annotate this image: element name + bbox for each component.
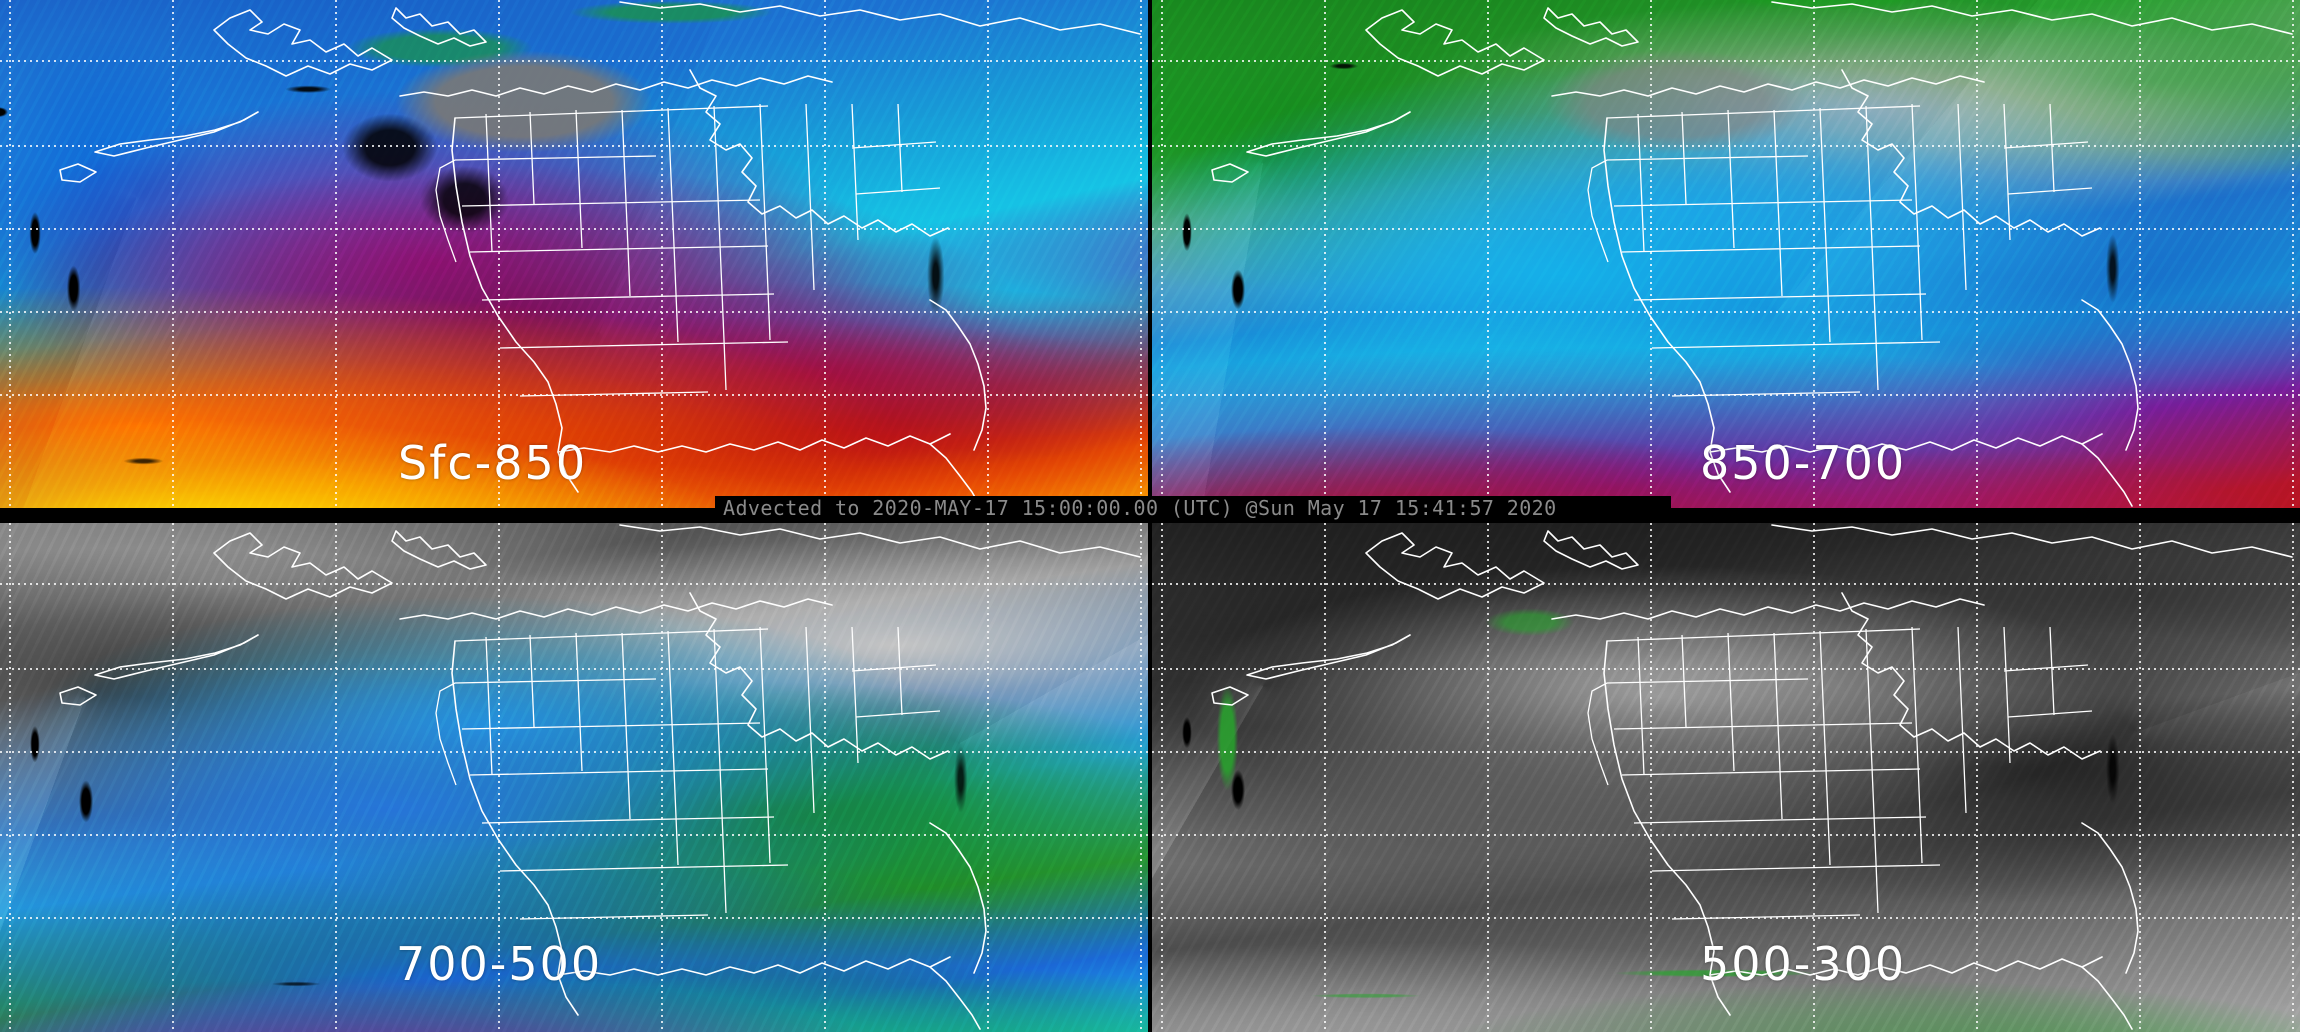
panel-700-500[interactable]: 700-500 <box>0 523 1148 1032</box>
map-overlay-850-700 <box>1152 0 2300 508</box>
green-accent-layer <box>1152 523 2300 1032</box>
panel-sfc-850[interactable]: Sfc-850 <box>0 0 1148 508</box>
panel-850-700[interactable]: 850-700 <box>1152 0 2300 508</box>
map-overlay-500-300 <box>1152 523 2300 1032</box>
map-overlay-700-500 <box>0 523 1148 1032</box>
panel-label-500-300: 500-300 <box>1700 937 1907 991</box>
panel-label-700-500: 700-500 <box>396 937 603 991</box>
timestamp-caption-bar: Advected to 2020-MAY-17 15:00:00.00 (UTC… <box>715 496 1671 520</box>
caption-text: Advected to 2020-MAY-17 15:00:00.00 (UTC… <box>723 496 1557 520</box>
map-overlay-sfc-850 <box>0 0 1148 508</box>
panel-label-sfc-850: Sfc-850 <box>398 436 588 490</box>
high-value-black-regions <box>0 523 1148 1032</box>
panel-500-300[interactable]: 500-300 <box>1152 523 2300 1032</box>
land-shading-layer <box>0 0 1148 508</box>
land-shading-layer <box>1152 0 2300 508</box>
panel-label-850-700: 850-700 <box>1700 436 1907 490</box>
